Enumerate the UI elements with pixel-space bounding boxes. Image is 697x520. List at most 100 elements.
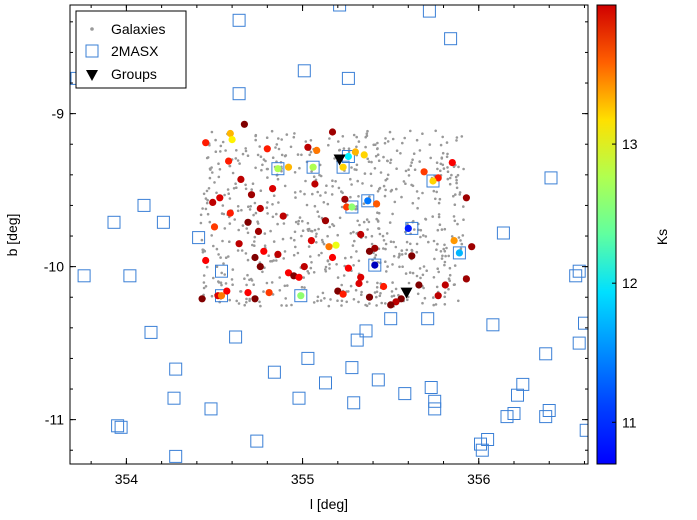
ks-point <box>216 194 224 202</box>
ks-point <box>202 139 210 147</box>
galaxy-point <box>432 303 436 307</box>
twomasx-marker <box>371 373 385 387</box>
twomasx-marker <box>361 194 375 208</box>
plot-frame <box>69 4 589 465</box>
ks-point <box>309 163 317 171</box>
galaxy-point <box>202 192 206 196</box>
galaxy-point <box>202 274 206 277</box>
ks-point <box>325 243 333 251</box>
twomasx-marker <box>232 87 246 101</box>
galaxy-point <box>453 203 457 206</box>
twomasx-marker <box>475 443 489 457</box>
ks-point <box>256 263 264 271</box>
galaxy-point <box>347 147 351 150</box>
legend-galaxies-label: Galaxies <box>111 21 165 37</box>
galaxy-point <box>211 171 214 174</box>
galaxy-point <box>336 233 340 237</box>
galaxy-point <box>370 242 374 246</box>
galaxy-point <box>278 289 282 292</box>
galaxy-point <box>292 135 296 139</box>
galaxy-point <box>269 260 272 263</box>
galaxy-point <box>298 216 302 219</box>
galaxy-point <box>413 228 416 231</box>
galaxy-point <box>293 230 297 234</box>
galaxy-point <box>456 173 460 177</box>
galaxy-point <box>202 281 206 284</box>
galaxy-point <box>377 227 380 230</box>
galaxy-point <box>377 159 381 162</box>
galaxy-point <box>202 286 206 290</box>
galaxy-point <box>309 255 312 258</box>
galaxy-point <box>256 220 259 223</box>
twomasx-marker <box>306 160 320 174</box>
galaxy-point <box>233 218 236 221</box>
ks-point <box>274 165 282 173</box>
galaxy-point <box>280 304 283 307</box>
galaxy-point <box>275 143 279 146</box>
galaxy-point <box>285 304 288 307</box>
galaxy-point <box>260 168 263 172</box>
galaxy-point <box>415 242 419 246</box>
galaxy-point <box>370 160 373 164</box>
galaxy-point <box>269 229 272 233</box>
galaxy-point <box>357 300 360 304</box>
galaxy-point <box>383 194 387 198</box>
twomasx-marker <box>169 362 183 376</box>
galaxy-point <box>317 253 321 257</box>
galaxy-point <box>453 219 457 223</box>
galaxy-point <box>374 143 377 146</box>
ks-point <box>198 295 206 303</box>
galaxy-point <box>349 284 353 288</box>
ks-point <box>455 249 463 257</box>
galaxy-point <box>253 240 256 243</box>
galaxy-point <box>236 249 240 252</box>
galaxy-point <box>415 274 419 278</box>
galaxy-point <box>423 296 427 300</box>
galaxy-point <box>206 156 210 159</box>
galaxy-point <box>316 190 320 194</box>
galaxy-point <box>379 171 383 174</box>
galaxy-point <box>205 189 209 193</box>
galaxy-point <box>409 129 412 133</box>
galaxy-point <box>428 143 432 146</box>
galaxy-point <box>389 190 393 193</box>
galaxy-point <box>412 219 415 223</box>
galaxy-point <box>217 253 220 256</box>
galaxy-point <box>222 262 225 265</box>
galaxy-point <box>319 299 323 302</box>
galaxy-point <box>392 240 396 244</box>
galaxy-point <box>217 162 220 165</box>
galaxy-point <box>404 252 408 255</box>
galaxy-point <box>435 285 439 289</box>
galaxy-point <box>377 187 381 191</box>
galaxy-point <box>382 247 385 250</box>
galaxy-point <box>355 163 359 167</box>
colorbar-tick-label: 11 <box>622 414 637 430</box>
galaxy-point <box>275 259 278 262</box>
galaxy-point <box>228 197 232 200</box>
galaxy-point <box>254 211 258 215</box>
ks-point <box>256 204 264 213</box>
galaxy-point <box>221 239 224 243</box>
galaxy-point <box>236 205 240 208</box>
galaxy-point <box>340 190 343 193</box>
galaxy-point <box>312 301 316 304</box>
galaxy-point <box>377 211 381 215</box>
galaxy-point <box>317 215 321 218</box>
galaxy-point <box>422 265 426 268</box>
ks-point <box>332 241 340 249</box>
galaxy-point <box>324 265 328 269</box>
galaxy-point <box>303 286 306 289</box>
galaxy-point <box>203 249 207 253</box>
galaxy-point <box>367 160 371 163</box>
galaxy-point <box>350 183 353 186</box>
galaxy-point <box>215 247 219 251</box>
galaxy-point <box>443 291 447 295</box>
galaxy-point <box>436 242 439 246</box>
galaxy-point <box>263 244 267 247</box>
galaxy-point <box>244 183 247 187</box>
galaxy-point <box>286 284 289 287</box>
galaxy-point <box>312 271 316 274</box>
galaxy-point <box>436 228 440 232</box>
